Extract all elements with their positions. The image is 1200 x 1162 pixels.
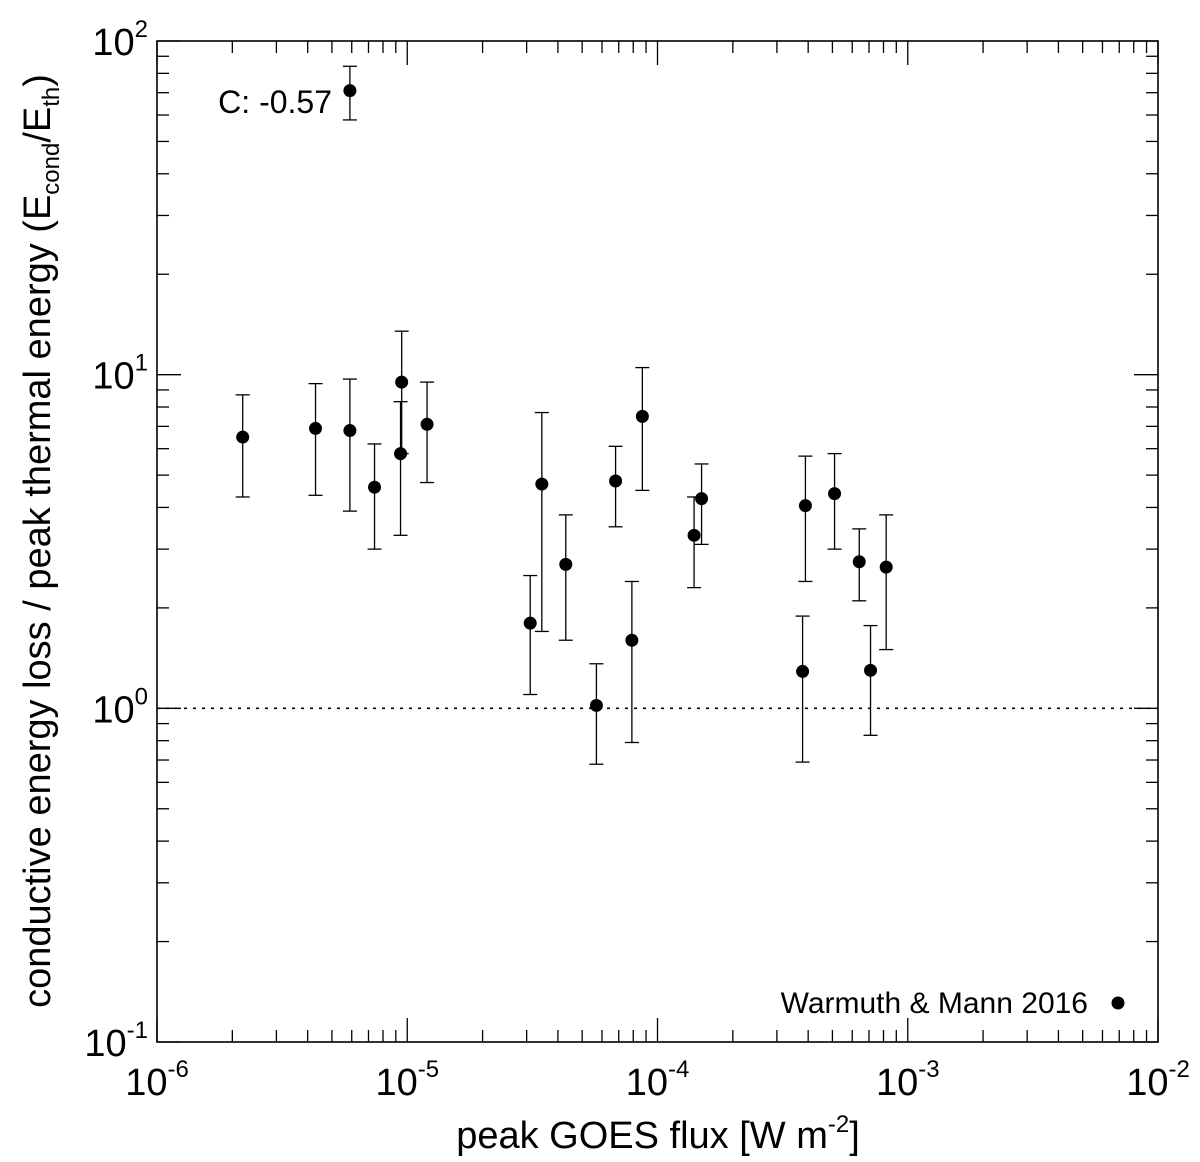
x-tick-label: 10-3 [876,1056,940,1104]
y-tick-label: 102 [92,16,148,64]
plot-frame [156,40,1159,1043]
data-point [395,375,409,389]
x-axis-title-end: ] [849,1115,860,1157]
data-point [879,560,893,574]
y-axis-title-end: ) [17,74,59,87]
error-bar [687,496,702,589]
data-point [394,447,408,461]
error-bar [827,452,842,550]
y-tick-labels: 10-1 100 101 102 [84,16,148,1065]
annotation-correlation: C: -0.57 [218,84,332,120]
data-point [798,499,812,513]
data-point [236,430,250,444]
legend: Warmuth & Mann 2016 [781,987,1125,1020]
error-bar [798,455,813,583]
data-point [559,557,573,571]
error-bar [558,514,573,641]
data-point [609,474,623,488]
error-bar [635,366,650,492]
plot-area-border [156,40,1159,1043]
x-tick-label: 10-4 [626,1056,690,1104]
data-point [368,480,382,494]
minor-ticks [157,41,1158,1042]
error-bar [393,401,408,536]
x-tick-label: 10-6 [125,1056,189,1104]
y-axis-title: conductive energy loss / peak thermal en… [17,74,65,1008]
data-point [796,664,810,678]
x-axis-title-sup: -2 [828,1111,849,1138]
y-axis-title-mid: /E [17,107,59,143]
y-tick-label: 100 [92,683,148,731]
major-ticks [156,40,1159,1043]
error-bar [342,378,357,512]
data-point [625,633,639,647]
data-point [343,84,357,98]
data-point [852,555,866,569]
x-tick-label: 10-2 [1126,1056,1190,1104]
error-bar [235,394,250,498]
data-point [828,487,842,501]
data-point [589,698,603,712]
y-tick-label: 101 [92,350,148,398]
y-axis-title-sub1: cond [38,143,65,195]
data-points [236,84,893,712]
y-axis-title-sub2: th [38,87,65,107]
x-axis-title: peak GOES flux [W m-2] [456,1111,860,1157]
y-tick-label: 10-1 [84,1017,148,1065]
data-point [535,477,549,491]
error-bar [589,663,604,765]
error-bar [534,411,549,633]
x-axis-title-main: peak GOES flux [W m [456,1115,828,1157]
data-point [309,421,323,435]
data-point [687,528,701,542]
error-bar [879,514,894,651]
x-tick-label: 10-5 [375,1056,439,1104]
error-bar [863,624,878,736]
error-bar [367,443,382,550]
error-bars [235,65,894,765]
error-bar [394,330,409,455]
error-bar [795,615,810,763]
data-point [523,616,537,630]
data-point [635,409,649,423]
data-point [695,492,709,506]
error-bar [308,382,323,496]
x-tick-labels: 10-6 10-5 10-4 10-3 10-2 [125,1056,1190,1104]
error-bar [523,574,538,696]
y-axis-title-prefix: conductive energy loss / peak thermal en… [17,195,59,1008]
data-point [420,417,434,431]
legend-label: Warmuth & Mann 2016 [781,987,1088,1020]
legend-marker [1111,996,1125,1010]
data-point [343,424,357,438]
error-bar [420,381,435,484]
data-point [864,663,878,677]
error-bar [624,580,639,744]
